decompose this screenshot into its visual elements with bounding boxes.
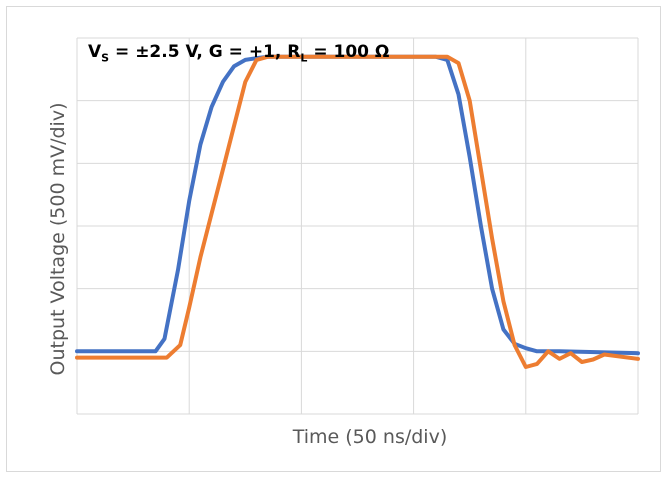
waveform-traces: [75, 54, 640, 369]
y-axis-label: Output Voltage (500 mV/div): [47, 102, 69, 376]
annotation-prefix: V: [88, 42, 102, 62]
annotation-prefix-subscript: S: [101, 51, 110, 65]
chart-frame: [6, 6, 661, 472]
series-line-1: [75, 54, 640, 356]
annotation-suffix: = 100 Ω: [307, 42, 390, 62]
series-line-2: [75, 54, 640, 369]
annotation-middle-subscript: L: [300, 51, 308, 65]
annotation-middle: = ±2.5 V, G = +1, R: [109, 42, 301, 62]
chart-annotation: VS = ±2.5 V, G = +1, RL = 100 Ω: [88, 42, 389, 64]
x-axis-label: Time (50 ns/div): [292, 426, 448, 448]
